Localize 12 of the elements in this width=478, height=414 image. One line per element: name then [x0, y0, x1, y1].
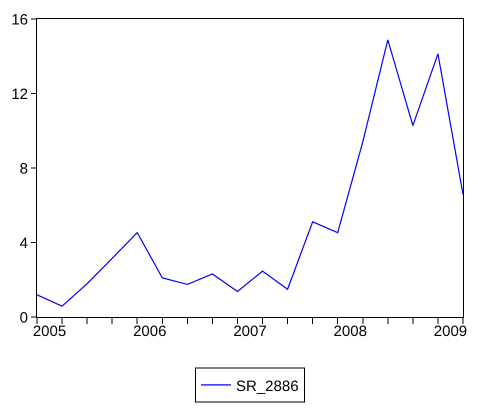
y-tick-label: 12	[11, 86, 28, 103]
y-tick-label: 8	[20, 160, 28, 178]
x-tick-label: 2007	[233, 323, 267, 340]
x-tick-label: 2008	[334, 323, 367, 340]
y-tick-label: 0	[20, 309, 28, 326]
x-tick-label: 2006	[133, 323, 166, 340]
line-series	[37, 39, 463, 307]
x-tick-label: 2009	[434, 323, 468, 340]
legend-label: SR_2886	[236, 378, 299, 395]
x-tick-label: 2005	[32, 323, 66, 340]
y-tick-label: 4	[20, 234, 28, 252]
y-tick-label: 16	[11, 11, 28, 28]
